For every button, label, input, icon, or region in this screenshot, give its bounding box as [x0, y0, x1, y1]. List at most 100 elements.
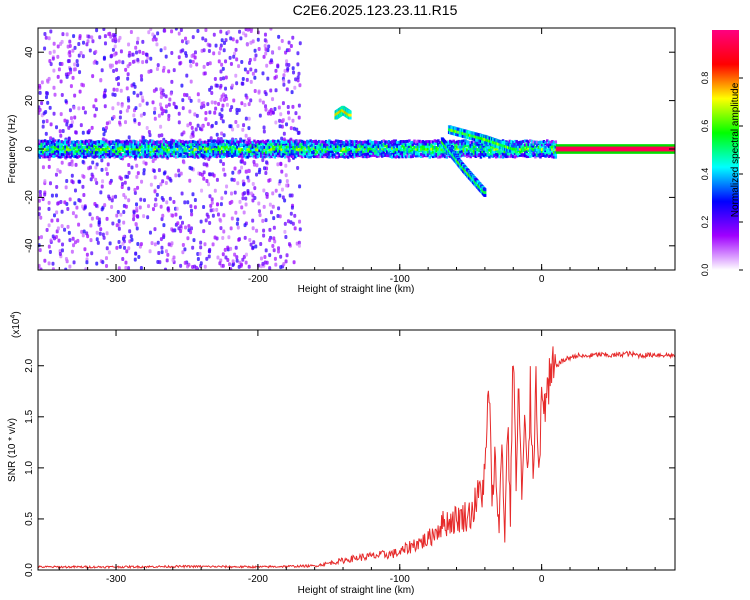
spectrogram-cell [91, 150, 94, 154]
spectrogram-cell [496, 153, 500, 157]
spectrogram-cell [50, 141, 54, 145]
spectrogram-cell [270, 143, 273, 147]
spectrogram-cell [124, 67, 128, 72]
spectrogram-cell [287, 158, 291, 163]
spectrogram-cell [190, 142, 193, 146]
spectrogram-cell [552, 150, 556, 154]
spectrogram-cell [168, 141, 171, 145]
spectrogram-cell [47, 140, 50, 144]
spectrogram-cell [83, 110, 87, 115]
spectrogram-cell [326, 140, 329, 144]
spectrogram-cell [508, 152, 512, 156]
spectrogram-cell [334, 139, 338, 143]
spectrogram-cell [392, 149, 396, 153]
spectrogram-cell [57, 155, 60, 159]
spectrogram-cell [74, 130, 78, 135]
spectrogram-cell [277, 154, 280, 158]
spectrogram-cell [186, 236, 190, 241]
spectrogram-cell [348, 110, 352, 114]
spectrogram-cell [435, 152, 438, 156]
spectrogram-cell [64, 155, 67, 159]
spectrogram-cell [57, 145, 60, 149]
spectrogram-cell [220, 155, 224, 159]
spectrogram-cell [106, 145, 110, 149]
spectrogram-cell [277, 246, 281, 251]
spectrogram-cell [64, 257, 68, 262]
spectrogram-cell [287, 40, 291, 45]
spectrogram-cell [489, 149, 493, 153]
spectrogram-cell [248, 60, 252, 65]
spectrogram-cell [98, 152, 101, 156]
spectrogram-cell [414, 145, 418, 149]
spectrogram-cell [379, 147, 382, 151]
spectrogram-cell [413, 149, 416, 153]
spectrogram-cell [55, 229, 59, 234]
spectrogram-cell [118, 143, 122, 147]
spectrogram-cell [295, 147, 299, 151]
spectrogram-cell [86, 148, 89, 152]
spectrogram-cell [132, 210, 136, 215]
spectrogram-cell [136, 241, 140, 246]
spectrogram-cell [188, 109, 192, 114]
spectrogram-cell [87, 128, 91, 133]
spectrogram-cell [54, 143, 57, 147]
spectrogram-cell [517, 145, 520, 149]
spectrogram-cell [486, 144, 489, 148]
spectrogram-cell [345, 149, 348, 153]
spectrogram-cell [246, 148, 249, 152]
spectrogram-cell [167, 102, 171, 107]
spectrogram-cell [47, 155, 50, 159]
spectrogram-cell [183, 247, 187, 252]
spectrogram-cell [389, 152, 392, 156]
spectrogram-cell [365, 142, 369, 146]
spectrogram-cell [77, 42, 81, 47]
spectrogram-cell [80, 229, 84, 234]
spectrogram-cell [202, 153, 205, 157]
spectrogram-cell [265, 154, 268, 158]
spectrogram-cell [206, 122, 210, 127]
spectrogram-cell [328, 145, 331, 149]
spectrogram-cell [40, 139, 43, 143]
spectrogram-cell [63, 227, 67, 232]
spectrogram-cell [227, 149, 231, 153]
spectrogram-cell [544, 151, 547, 155]
spectrogram-cell [270, 150, 273, 154]
spectrogram-cell [50, 150, 54, 154]
spectrogram-cell [95, 237, 99, 242]
spectrogram-cell [319, 155, 323, 159]
spectrogram-cell [195, 113, 199, 118]
spectrogram-cell [408, 155, 411, 159]
spectrogram-cell [554, 140, 558, 144]
spectrogram-cell [190, 147, 193, 151]
spectrogram-cell [91, 155, 94, 159]
spectrogram-cell [220, 146, 224, 150]
spectrogram-cell [471, 153, 474, 157]
spectrogram-cell [218, 261, 222, 266]
spectrogram-cell [501, 152, 505, 156]
spectrogram-cell [45, 227, 49, 232]
spectrogram-cell [125, 150, 129, 154]
spectrogram-cell [115, 213, 119, 218]
spectrogram-cell [125, 139, 129, 143]
spectrogram-cell [68, 50, 72, 55]
spectrogram-cell [67, 230, 71, 235]
spectrogram-cell [476, 142, 479, 146]
spectrogram-cell [256, 139, 260, 143]
spectrogram-cell [105, 155, 108, 159]
spectrogram-cell [149, 155, 152, 159]
spectrogram-cell [164, 139, 168, 143]
spectrogram-cell [161, 197, 165, 202]
spectrogram-cell [91, 140, 94, 144]
spectrogram-cell [190, 125, 194, 130]
spectrogram-cell [219, 43, 223, 48]
spectrogram-cell [94, 98, 98, 103]
spectrogram-cell [228, 124, 232, 129]
spectrogram-cell [159, 124, 163, 129]
spectrogram-cell [127, 144, 130, 148]
spectrogram-cell [253, 48, 257, 53]
spectrogram-cell [523, 152, 527, 156]
spectrogram-cell [285, 62, 289, 67]
spectrogram-cell [353, 154, 357, 158]
spectrogram-cell [484, 149, 488, 153]
spectrogram-cell [128, 61, 132, 66]
